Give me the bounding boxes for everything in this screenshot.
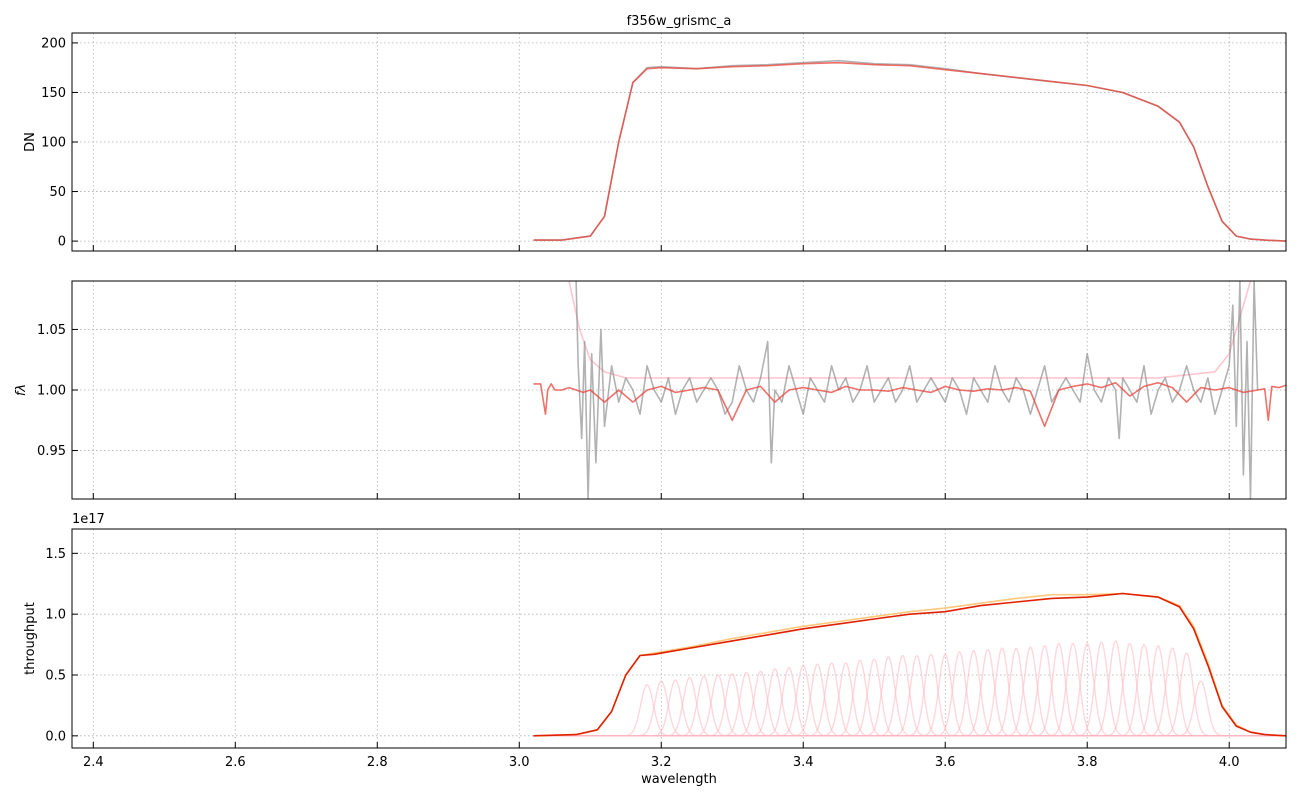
- x-tick-label: 3.8: [1077, 755, 1098, 770]
- y-tick-label: 1.05: [37, 323, 66, 338]
- bottom-panel-throughput: 2.4 2.6 2.8 3.0 3.2 3.4 3.6 3.8 4.0 0.0 0.5 1.0 1.5 t…: [23, 512, 1287, 787]
- y-tick-label: 50: [49, 185, 66, 200]
- x-tick-label: 3.6: [935, 755, 956, 770]
- x-tick-label: 3.4: [793, 755, 814, 770]
- x-tick-label: 4.0: [1219, 755, 1240, 770]
- component-curve: [533, 680, 1286, 737]
- y-tick-label: 1.0: [45, 608, 66, 623]
- y-tick-label: 1.00: [37, 384, 66, 399]
- x-tick-label: 2.6: [225, 755, 246, 770]
- axes-frame: [71, 528, 1287, 749]
- component-curve: [533, 671, 1286, 737]
- component-curve: [533, 668, 1286, 737]
- y-tick-label: 100: [41, 136, 66, 151]
- middle-panel-flambda: 0.95 1.00 1.05 fλ: [14, 280, 1287, 500]
- y-tick-label: 200: [41, 36, 66, 51]
- axes-frame: [71, 280, 1287, 500]
- y-tick-label: 1.5: [45, 547, 66, 562]
- y-tick-label: 0.95: [37, 444, 66, 459]
- y-tick-label: 150: [41, 86, 66, 101]
- series-line: [533, 381, 1286, 428]
- series-line: [533, 59, 1286, 242]
- component-curve: [533, 654, 1286, 737]
- x-tick-label: 2.4: [83, 755, 104, 770]
- component-curve: [533, 664, 1286, 737]
- x-axis-label: wavelength: [641, 772, 717, 787]
- y-tick-label: 0: [58, 235, 66, 250]
- top-panel-dn: 0 50 100 150 200 f356w_grismc_a DN: [23, 14, 1287, 252]
- component-curve: [533, 666, 1286, 737]
- y-tick-label: 0.0: [45, 729, 66, 744]
- x-tick-label: 3.0: [509, 755, 530, 770]
- series-line: [533, 61, 1286, 242]
- y-axis-label: DN: [23, 132, 38, 152]
- x-tick-label: 2.8: [367, 755, 388, 770]
- y-tick-label: 0.5: [45, 669, 66, 684]
- y-offset-text: 1e17: [72, 512, 105, 527]
- plot-area: [533, 281, 1286, 499]
- series-line: [575, 281, 1259, 499]
- chart-title: f356w_grismc_a: [627, 14, 732, 29]
- plot-area: [533, 59, 1286, 242]
- y-axis-label: throughput: [23, 602, 38, 675]
- y-axis-label: fλ: [14, 384, 29, 396]
- series-line: [533, 592, 1286, 737]
- x-tick-label: 3.2: [651, 755, 672, 770]
- plot-area: [533, 592, 1286, 737]
- component-curve: [533, 670, 1286, 737]
- axes-frame: [71, 32, 1287, 252]
